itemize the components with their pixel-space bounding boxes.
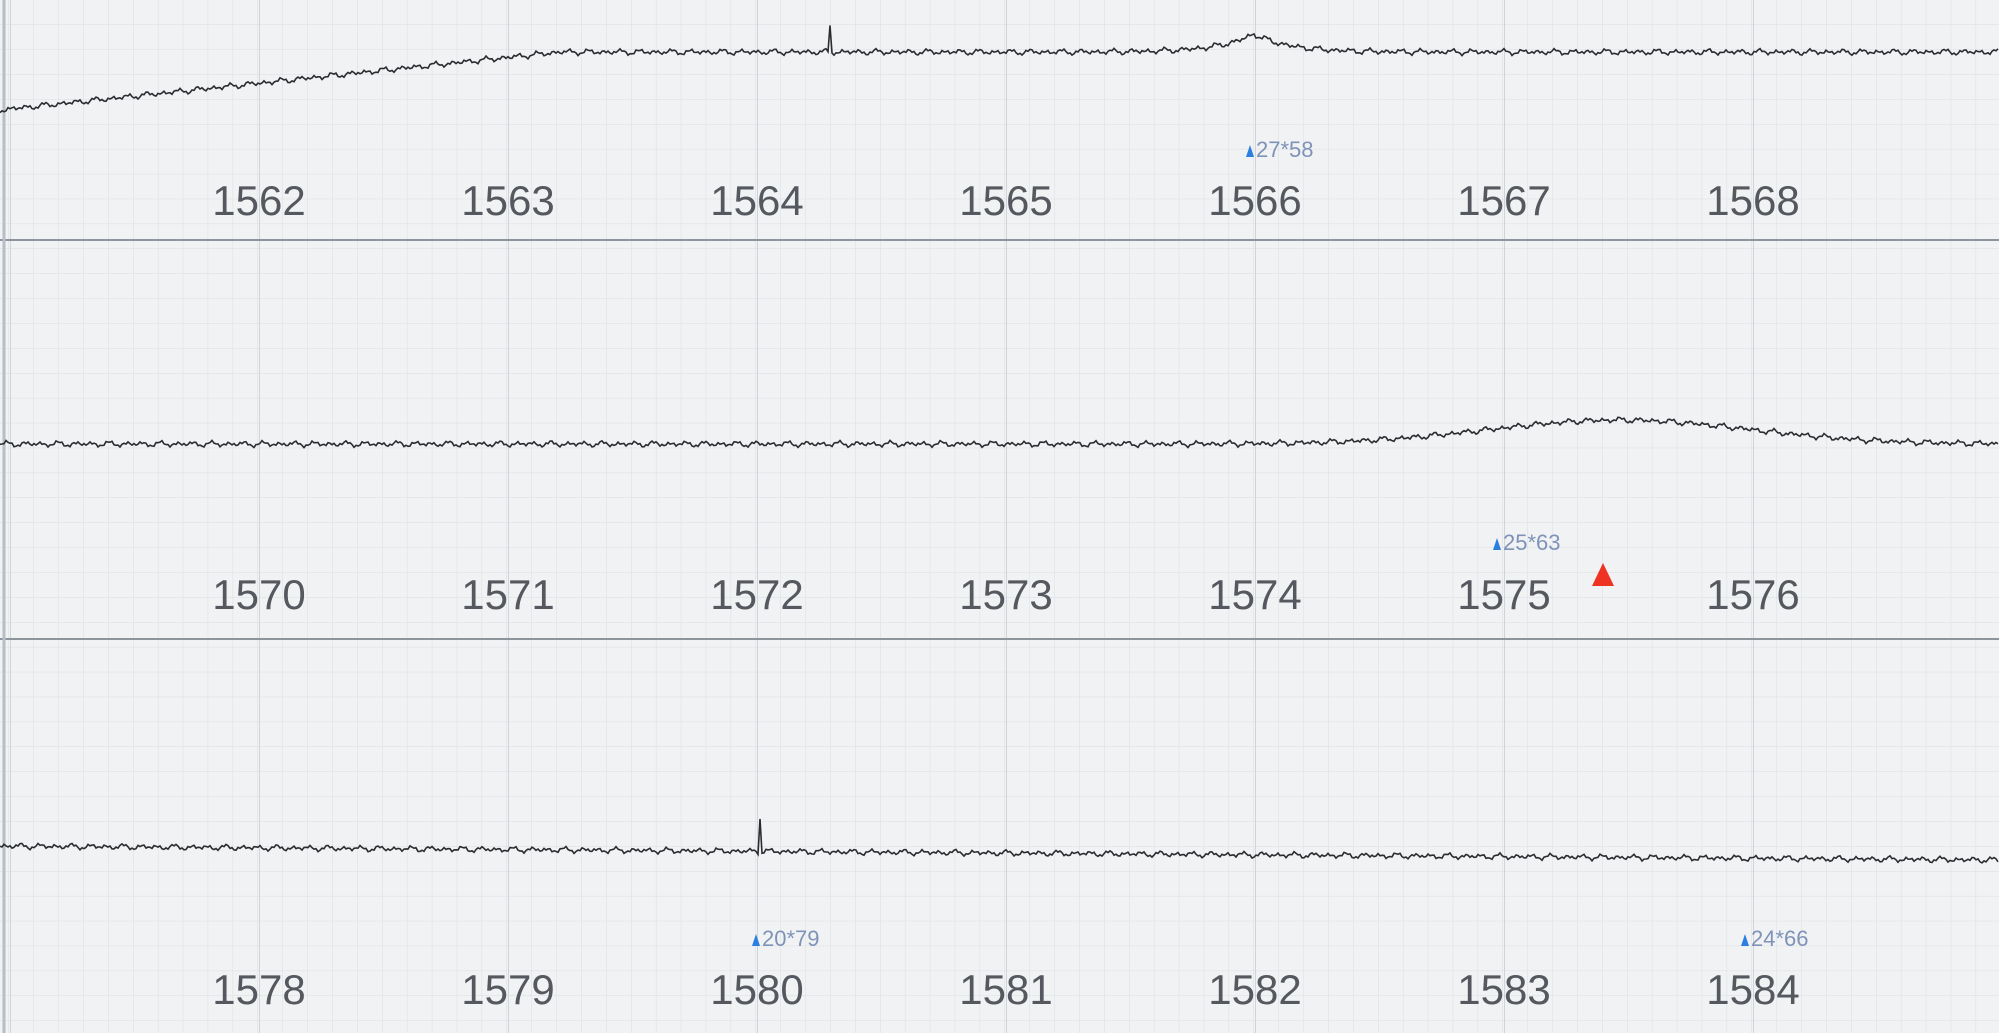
time-label: 1562 xyxy=(212,177,305,224)
marker-label: 24*66 xyxy=(1751,926,1809,951)
time-label: 1565 xyxy=(959,177,1052,224)
marker-pin xyxy=(1246,145,1254,157)
time-label: 1576 xyxy=(1706,571,1799,618)
time-label: 1578 xyxy=(212,966,305,1013)
alert-triangle xyxy=(1592,563,1614,586)
trace xyxy=(0,416,1999,449)
time-label: 1572 xyxy=(710,571,803,618)
time-label: 1564 xyxy=(710,177,803,224)
marker-label: 25*63 xyxy=(1503,530,1561,555)
marker-pin xyxy=(752,934,760,946)
marker-label: 20*79 xyxy=(762,926,820,951)
time-label: 1574 xyxy=(1208,571,1301,618)
time-label: 1573 xyxy=(959,571,1052,618)
time-label: 1583 xyxy=(1457,966,1550,1013)
time-label: 1568 xyxy=(1706,177,1799,224)
time-label: 1567 xyxy=(1457,177,1550,224)
time-label: 1579 xyxy=(461,966,554,1013)
time-label: 1575 xyxy=(1457,571,1550,618)
time-label: 1584 xyxy=(1706,966,1799,1013)
marker-label: 27*58 xyxy=(1256,137,1314,162)
time-label: 1581 xyxy=(959,966,1052,1013)
time-label: 1580 xyxy=(710,966,803,1013)
time-label: 1582 xyxy=(1208,966,1301,1013)
marker-pin xyxy=(1741,934,1749,946)
time-label: 1571 xyxy=(461,571,554,618)
time-label: 1563 xyxy=(461,177,554,224)
marker-pin xyxy=(1493,538,1501,550)
time-label: 1566 xyxy=(1208,177,1301,224)
trace xyxy=(0,818,1999,864)
time-label: 1570 xyxy=(212,571,305,618)
trace xyxy=(0,25,1999,114)
